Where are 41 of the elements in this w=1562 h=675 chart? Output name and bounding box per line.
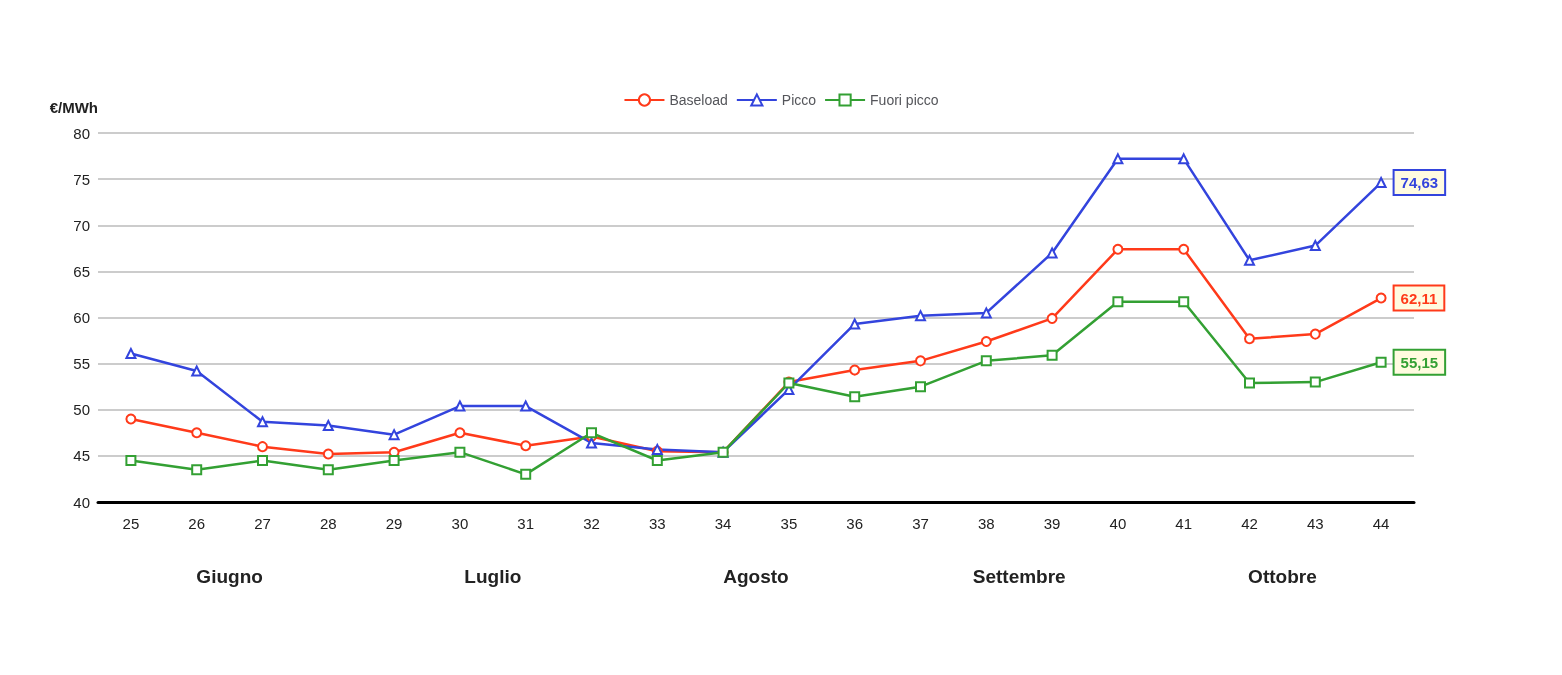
x-tick-label: 33 xyxy=(648,515,666,532)
y-tick-label: 75 xyxy=(73,170,90,188)
x-tick-label: 39 xyxy=(1043,515,1061,532)
text: Giugno xyxy=(196,566,263,587)
data-label: 62,11 xyxy=(1400,289,1438,307)
y-tick-label: 80 xyxy=(73,124,90,142)
x-tick-label: 44 xyxy=(1372,515,1390,532)
y-tick-label: 50 xyxy=(73,401,90,419)
data-label: 55,15 xyxy=(1400,353,1439,371)
x-tick-label: 26 xyxy=(188,515,206,532)
y-tick-label: 70 xyxy=(73,216,90,234)
y-tick-label: 60 xyxy=(73,309,90,326)
x-tick-label: 29 xyxy=(385,515,403,532)
x-tick-label: 31 xyxy=(517,515,535,532)
x-tick-label: 35 xyxy=(780,515,798,532)
x-tick-label: 40 xyxy=(1109,515,1127,532)
text: Agosto xyxy=(723,566,789,587)
legend-label: Fuori picco xyxy=(870,92,939,108)
x-tick-label: 25 xyxy=(122,515,140,532)
y-tick-label: 45 xyxy=(73,447,90,465)
data-label: 74,63 xyxy=(1400,174,1439,192)
y-tick-label: 40 xyxy=(73,493,90,511)
x-tick-label: 42 xyxy=(1241,515,1258,532)
x-tick-label: 41 xyxy=(1175,515,1193,532)
x-tick-label: 38 xyxy=(977,515,995,532)
text: Ottobre xyxy=(1248,566,1317,587)
legend-label: Picco xyxy=(781,92,817,108)
legend-label: Baseload xyxy=(669,92,728,108)
x-tick-label: 37 xyxy=(912,515,929,532)
x-tick-label: 30 xyxy=(451,515,469,532)
y-axis-title: €/MWh xyxy=(49,99,98,116)
x-tick-label: 27 xyxy=(254,515,271,532)
text: Settembre xyxy=(972,566,1066,587)
x-tick-label: 36 xyxy=(846,515,864,532)
text: Luglio xyxy=(464,566,522,587)
y-tick-label: 65 xyxy=(73,262,90,280)
y-tick-label: 55 xyxy=(73,355,90,373)
x-tick-label: 28 xyxy=(319,515,337,532)
x-tick-label: 34 xyxy=(714,515,732,532)
x-tick-label: 43 xyxy=(1306,515,1324,532)
x-tick-label: 32 xyxy=(583,515,600,532)
